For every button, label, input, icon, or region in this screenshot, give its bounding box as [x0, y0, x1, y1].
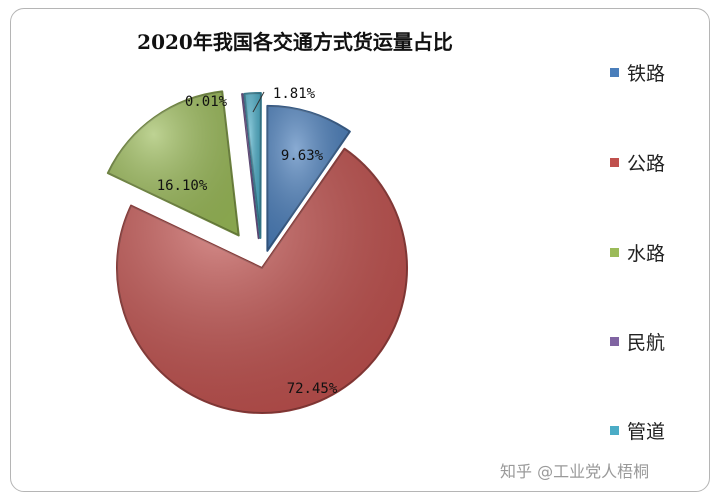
legend-item-pipeline: 管道	[610, 418, 666, 443]
legend-swatch-pipeline	[610, 425, 619, 435]
legend-label-railway: 铁路	[627, 62, 666, 85]
watermark: 知乎 @工业党人梧桐	[500, 462, 650, 481]
data-label-railway: 9.63%	[281, 148, 324, 164]
data-label-aviation: 0.01%	[185, 94, 228, 110]
legend-item-railway: 铁路	[610, 60, 666, 85]
legend-label-aviation: 民航	[627, 331, 666, 354]
legend-item-aviation: 民航	[610, 329, 666, 354]
legend-label-pipeline: 管道	[627, 420, 666, 443]
legend-swatch-waterway	[610, 247, 619, 257]
legend-label-highway: 公路	[627, 152, 666, 175]
data-label-highway: 72.45%	[287, 381, 338, 397]
data-label-waterway: 16.10%	[157, 178, 208, 194]
data-label-pipeline: 1.81%	[273, 86, 316, 102]
legend-item-highway: 公路	[610, 150, 666, 175]
legend-swatch-railway	[610, 67, 619, 77]
legend-swatch-highway	[610, 157, 619, 167]
pie-slice-pipeline	[243, 92, 262, 240]
chart-title: 2020年我国各交通方式货运量占比	[137, 30, 453, 54]
legend-swatch-aviation	[610, 336, 619, 346]
legend-item-waterway: 水路	[610, 240, 666, 265]
leader-line-pipeline	[252, 91, 265, 113]
legend-label-waterway: 水路	[627, 242, 666, 265]
